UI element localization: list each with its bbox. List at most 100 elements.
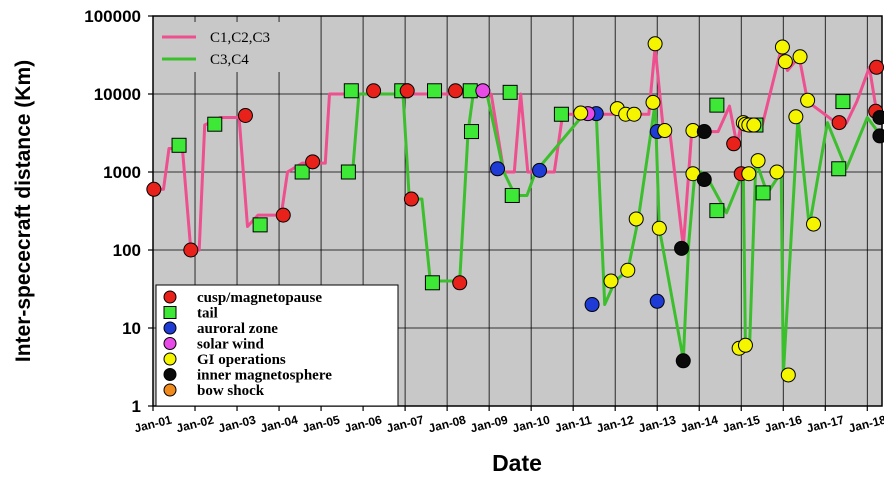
x-tick-label: Jan-17: [805, 413, 846, 436]
marker-cusp: [452, 275, 468, 291]
marker-tail: [294, 164, 310, 180]
marker-cusp: [237, 108, 253, 124]
y-tick-label: 1: [132, 397, 141, 416]
data-markers: [146, 36, 884, 383]
marker-cusp: [399, 83, 415, 99]
marker-inner: [872, 128, 884, 144]
marker-cusp: [869, 59, 884, 75]
x-axis-label: Date: [492, 450, 542, 476]
marker-auroral: [532, 162, 548, 178]
marker-inner: [696, 124, 712, 140]
marker-cusp: [448, 83, 464, 99]
marker-cusp: [726, 136, 742, 152]
y-tick-label: 100: [113, 241, 141, 260]
legend-lines-box: [158, 22, 308, 72]
marker-cusp: [305, 154, 321, 170]
marker-tail: [171, 137, 187, 153]
marker-tail: [755, 185, 771, 201]
marker-tail: [207, 116, 223, 132]
marker-gi: [788, 109, 804, 125]
marker-cusp: [366, 83, 382, 99]
x-tick-label: Jan-09: [469, 413, 510, 436]
y-axis-ticks: 1 10 100 1000 10000 100000: [84, 7, 153, 416]
x-tick-label: Jan-03: [217, 413, 258, 436]
y-tick-label: 10: [122, 319, 141, 338]
x-tick-label: Jan-08: [427, 413, 468, 436]
marker-tail: [553, 106, 569, 122]
marker-auroral: [584, 297, 600, 313]
marker-gi: [746, 117, 762, 133]
marker-auroral: [490, 161, 506, 177]
x-tick-label: Jan-13: [637, 413, 678, 436]
marker-tail: [709, 97, 725, 113]
marker-tail: [463, 124, 479, 140]
legend-marker-swatch: [163, 337, 177, 350]
x-tick-label: Jan-10: [511, 413, 552, 436]
legend-marker-label: cusp/magnetopause: [197, 290, 322, 306]
marker-tail: [424, 275, 440, 291]
x-tick-label: Jan-11: [553, 413, 593, 436]
legend-marker-swatch: [163, 383, 177, 397]
legend-marker-swatch: [163, 290, 177, 304]
legend-marker-label: solar wind: [197, 337, 264, 353]
y-tick-label: 100000: [84, 7, 141, 26]
marker-tail: [252, 217, 268, 233]
x-tick-label: Jan-18: [847, 413, 884, 436]
x-tick-label: Jan-06: [343, 413, 384, 436]
x-tick-label: Jan-07: [385, 413, 426, 436]
marker-cusp: [403, 191, 419, 207]
marker-gi: [603, 273, 619, 289]
legend-marker-swatch: [163, 368, 177, 381]
marker-tail: [504, 187, 520, 203]
marker-inner: [696, 172, 712, 188]
x-tick-label: Jan-02: [175, 413, 216, 436]
marker-gi: [777, 54, 793, 70]
marker-tail: [831, 161, 847, 177]
marker-inner: [675, 353, 691, 369]
marker-gi: [657, 123, 673, 139]
marker-inner: [674, 240, 690, 256]
marker-gi: [780, 367, 796, 383]
marker-solar-wind: [475, 83, 491, 99]
y-tick-label: 1000: [103, 163, 141, 182]
legend-marker-label: GI operations: [197, 352, 286, 368]
legend-marker-swatch: [163, 306, 177, 319]
y-axis-label: Inter-spececraft distance (Km): [12, 60, 35, 362]
legend-marker-swatch: [163, 352, 177, 366]
y-tick-label: 10000: [94, 85, 141, 104]
x-tick-label: Jan-15: [721, 413, 762, 436]
marker-gi: [645, 94, 661, 110]
marker-cusp: [275, 207, 291, 223]
marker-gi: [620, 262, 636, 278]
x-tick-label: Jan-04: [259, 413, 300, 436]
marker-gi: [750, 153, 766, 169]
x-tick-label: Jan-12: [595, 413, 636, 436]
marker-tail: [427, 83, 443, 99]
marker-gi: [800, 92, 816, 108]
marker-gi: [792, 49, 808, 65]
marker-gi: [647, 36, 663, 52]
marker-inner: [872, 109, 884, 125]
marker-gi: [774, 39, 790, 55]
marker-tail: [502, 84, 518, 100]
marker-gi: [737, 337, 753, 353]
x-axis-ticks: Jan-01 Jan-02 Jan-03 Jan-04 Jan-05 Jan-06 Jan-…: [133, 406, 884, 435]
marker-gi: [806, 216, 822, 232]
legend-marker-label: auroral zone: [197, 321, 278, 337]
marker-tail: [340, 164, 356, 180]
marker-cusp: [831, 115, 847, 131]
marker-cusp: [183, 242, 199, 258]
marker-gi: [626, 106, 642, 122]
x-tick-label: Jan-05: [301, 413, 342, 436]
x-tick-label: Jan-14: [679, 413, 720, 436]
legend-lines: C1,C2,C3 C3,C4: [158, 22, 308, 72]
marker-gi: [573, 105, 589, 121]
legend-marker-label: tail: [197, 306, 218, 322]
legend-marker-swatch: [163, 321, 177, 335]
x-tick-label: Jan-16: [763, 413, 804, 436]
legend-marker-label: inner magnetosphere: [197, 368, 332, 384]
marker-tail: [462, 83, 478, 99]
marker-gi: [769, 164, 785, 180]
marker-gi: [651, 220, 667, 236]
